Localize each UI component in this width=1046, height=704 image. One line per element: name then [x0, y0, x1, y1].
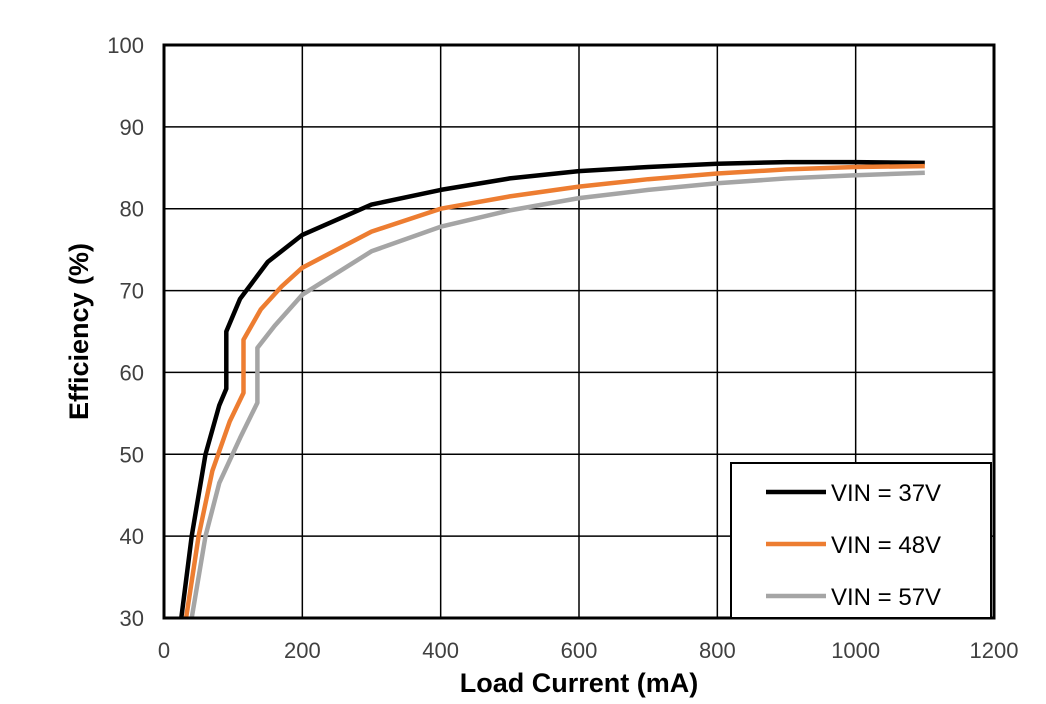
x-axis-title: Load Current (mA)	[460, 668, 699, 698]
y-axis-title: Efficiency (%)	[64, 243, 94, 420]
series-line-1	[179, 159, 925, 619]
legend-label: VIN = 48V	[831, 532, 941, 559]
series-line-3	[189, 170, 925, 619]
x-tick-label: 600	[561, 638, 598, 663]
y-tick-label: 30	[120, 606, 144, 631]
y-tick-label: 50	[120, 442, 144, 467]
grid-lines	[163, 44, 995, 619]
series-line-2	[183, 163, 925, 619]
y-tick-labels: 30 40 50 60 70 80 90 100	[107, 33, 144, 631]
legend-label: VIN = 37V	[831, 480, 941, 507]
x-tick-label: 0	[158, 638, 170, 663]
y-tick-label: 40	[120, 524, 144, 549]
y-tick-label: 90	[120, 115, 144, 140]
plot-frame	[162, 43, 996, 620]
legend: VIN = 37V VIN = 48V VIN = 57V	[730, 462, 992, 619]
x-tick-labels: 0 200 400 600 800 1000 1200	[158, 638, 1019, 663]
y-tick-label: 80	[120, 197, 144, 222]
x-tick-label: 800	[699, 638, 736, 663]
legend-box	[730, 462, 992, 619]
x-tick-label: 1200	[970, 638, 1019, 663]
series-lines	[179, 159, 925, 619]
y-tick-label: 70	[120, 279, 144, 304]
legend-label: VIN = 57V	[831, 584, 941, 611]
y-tick-label: 100	[107, 33, 144, 58]
x-tick-label: 400	[422, 638, 459, 663]
y-tick-label: 60	[120, 360, 144, 385]
x-tick-label: 200	[284, 638, 321, 663]
x-tick-label: 1000	[831, 638, 880, 663]
